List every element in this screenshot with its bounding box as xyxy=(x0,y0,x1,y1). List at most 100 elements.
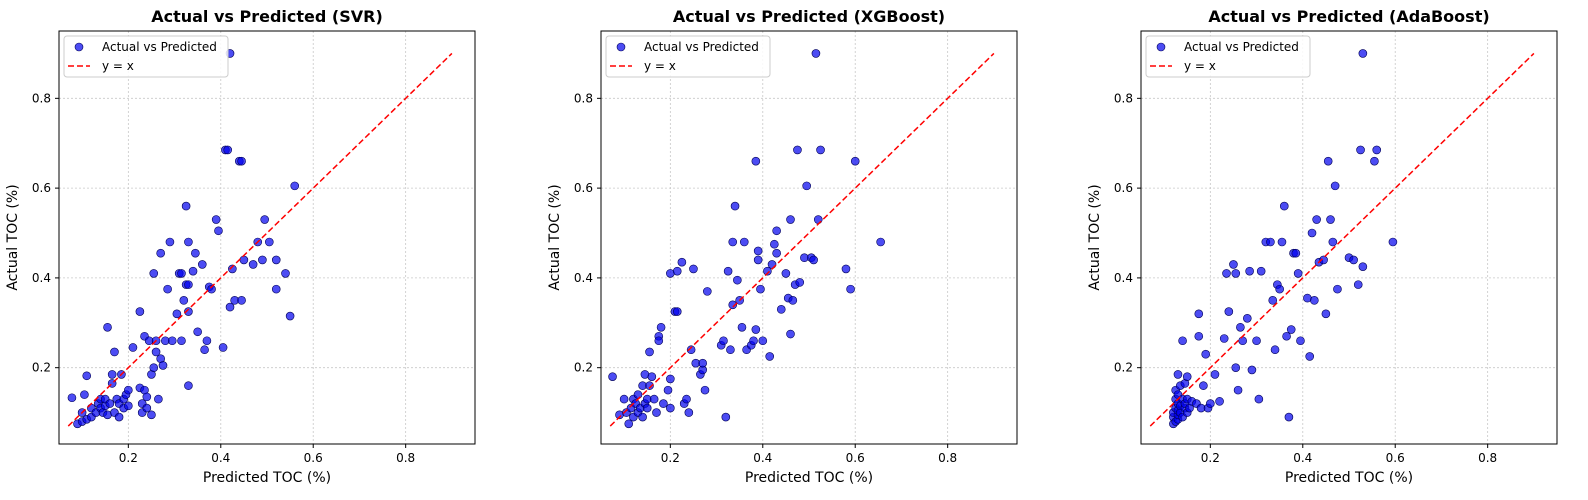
data-point xyxy=(228,264,237,274)
data-point xyxy=(1215,397,1224,406)
data-point xyxy=(1182,372,1192,381)
data-point xyxy=(772,248,781,258)
data-point xyxy=(1224,307,1234,316)
data-point xyxy=(214,226,223,236)
data-point xyxy=(649,394,659,404)
data-point xyxy=(684,408,694,417)
data-point xyxy=(1233,385,1243,395)
x-tick-label: 0.6 xyxy=(304,451,323,465)
x-axis-label: Predicted TOC (%) xyxy=(203,470,331,486)
data-point xyxy=(659,399,668,408)
data-point xyxy=(1310,296,1319,305)
data-point xyxy=(1328,237,1338,247)
data-point xyxy=(1388,237,1398,247)
data-point xyxy=(1256,266,1266,276)
data-point xyxy=(645,381,654,390)
legend-box xyxy=(605,35,771,78)
data-point xyxy=(751,325,761,334)
data-point xyxy=(753,246,763,256)
data-point xyxy=(730,201,740,211)
data-point xyxy=(1231,269,1241,278)
data-point xyxy=(225,302,235,312)
data-point xyxy=(781,269,791,278)
data-point xyxy=(260,215,269,224)
data-point xyxy=(147,410,156,420)
y-tick-label: 0.8 xyxy=(574,91,593,105)
y-tick-label: 0.2 xyxy=(1114,361,1133,375)
data-point xyxy=(80,390,89,399)
x-tick-label: 0.2 xyxy=(119,451,138,465)
data-point xyxy=(177,336,186,346)
data-point xyxy=(703,287,712,296)
legend-label-line: y = x xyxy=(1184,59,1216,73)
data-point xyxy=(1319,255,1328,265)
x-tick-label: 0.6 xyxy=(846,451,865,465)
data-point xyxy=(156,248,165,258)
data-point xyxy=(737,322,747,332)
data-point xyxy=(786,215,795,224)
data-point xyxy=(719,336,728,346)
legend-label-line: y = x xyxy=(102,59,134,73)
data-point xyxy=(841,264,851,274)
data-point xyxy=(237,296,246,305)
data-point xyxy=(184,307,193,316)
data-point xyxy=(638,412,647,422)
data-point xyxy=(200,345,209,355)
chart-panel-2: 0.2 0.4 0.6 0.8 0.2 0.4 0.6 0.8 Actual vs Predic… xyxy=(547,7,1018,486)
y-tick-label: 0.8 xyxy=(1114,91,1133,105)
data-point xyxy=(672,307,682,316)
y-tick-label: 0.6 xyxy=(32,181,51,195)
x-tick-label: 0.4 xyxy=(753,451,772,465)
data-point xyxy=(1286,325,1296,334)
x-tick-label: 0.2 xyxy=(1201,451,1220,465)
data-point xyxy=(1199,381,1208,390)
data-point xyxy=(728,300,738,310)
data-point xyxy=(1333,284,1342,294)
data-point xyxy=(700,385,710,395)
legend-marker-points xyxy=(1156,42,1166,52)
data-point xyxy=(1353,280,1363,289)
chart-title: Actual vs Predicted (XGBoost) xyxy=(673,7,945,26)
data-point xyxy=(149,269,159,278)
data-point xyxy=(1291,248,1301,258)
data-point xyxy=(290,181,300,191)
data-point xyxy=(656,322,666,332)
y-tick-label: 0.2 xyxy=(32,361,51,375)
legend: Actual vs Predicted y = x xyxy=(63,35,229,78)
x-tick-label: 0.4 xyxy=(211,451,230,465)
data-point xyxy=(184,381,193,390)
x-tick-label: 0.2 xyxy=(661,451,680,465)
data-point xyxy=(723,266,733,276)
data-point xyxy=(135,307,145,316)
data-point xyxy=(67,393,77,403)
x-axis-label: Predicted TOC (%) xyxy=(1285,470,1413,486)
y-axis-label: Actual TOC (%) xyxy=(1087,184,1103,290)
y-tick-label: 0.6 xyxy=(1114,181,1133,195)
data-point xyxy=(765,352,775,361)
data-point xyxy=(114,412,124,422)
y-axis-label: Actual TOC (%) xyxy=(547,184,563,290)
y-axis-label: Actual TOC (%) xyxy=(5,184,21,290)
y-tick-label: 0.2 xyxy=(574,361,593,375)
data-point xyxy=(1194,309,1204,319)
data-point xyxy=(786,329,795,339)
data-point xyxy=(1236,322,1245,332)
identity-line xyxy=(1149,52,1535,427)
data-point xyxy=(1266,237,1275,247)
data-point xyxy=(756,284,765,294)
data-point xyxy=(1252,336,1261,346)
data-point xyxy=(721,412,731,422)
data-point xyxy=(1201,349,1211,359)
legend: Actual vs Predicted y = x xyxy=(605,35,771,78)
data-point xyxy=(239,255,249,265)
data-point xyxy=(751,156,761,166)
data-point xyxy=(107,370,117,379)
plot-frame xyxy=(1140,30,1558,445)
data-point xyxy=(728,237,738,247)
data-point xyxy=(776,305,786,314)
data-point xyxy=(82,371,92,381)
data-point xyxy=(258,255,267,265)
data-point xyxy=(758,336,768,346)
data-point xyxy=(193,327,202,337)
